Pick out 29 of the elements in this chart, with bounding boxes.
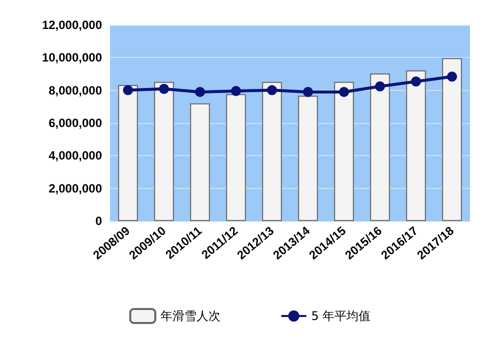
bar bbox=[298, 96, 318, 221]
point bbox=[159, 84, 169, 94]
point bbox=[447, 72, 457, 82]
bar bbox=[442, 58, 462, 221]
point bbox=[123, 85, 133, 96]
y-tick-label: 0 bbox=[95, 214, 102, 228]
y-tick-label: 2,000,000 bbox=[48, 181, 102, 196]
point bbox=[339, 86, 349, 97]
bar bbox=[226, 94, 246, 221]
y-tick-label: 8,000,000 bbox=[48, 83, 102, 98]
point bbox=[195, 86, 205, 97]
y-tick-label: 4,000,000 bbox=[48, 148, 102, 163]
bar bbox=[190, 103, 210, 221]
bar bbox=[118, 84, 138, 221]
y-tick-label: 6,000,000 bbox=[48, 116, 102, 130]
bar bbox=[262, 82, 282, 221]
y-tick-label: 10,000,000 bbox=[42, 50, 102, 65]
bar bbox=[154, 82, 174, 221]
point bbox=[231, 86, 241, 96]
legend-label: 5 年平均值 bbox=[311, 309, 371, 323]
point bbox=[267, 85, 277, 96]
y-tick-label: 12,000,000 bbox=[42, 18, 102, 32]
point bbox=[411, 76, 421, 87]
bar bbox=[370, 74, 390, 221]
point bbox=[375, 81, 385, 92]
point bbox=[303, 86, 313, 97]
bar bbox=[334, 82, 354, 221]
legend-label: 年滑雪人次 bbox=[160, 309, 220, 323]
bar bbox=[406, 70, 426, 221]
